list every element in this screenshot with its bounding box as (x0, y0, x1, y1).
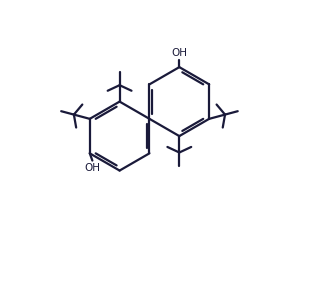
Text: OH: OH (84, 163, 100, 173)
Text: OH: OH (171, 48, 187, 58)
